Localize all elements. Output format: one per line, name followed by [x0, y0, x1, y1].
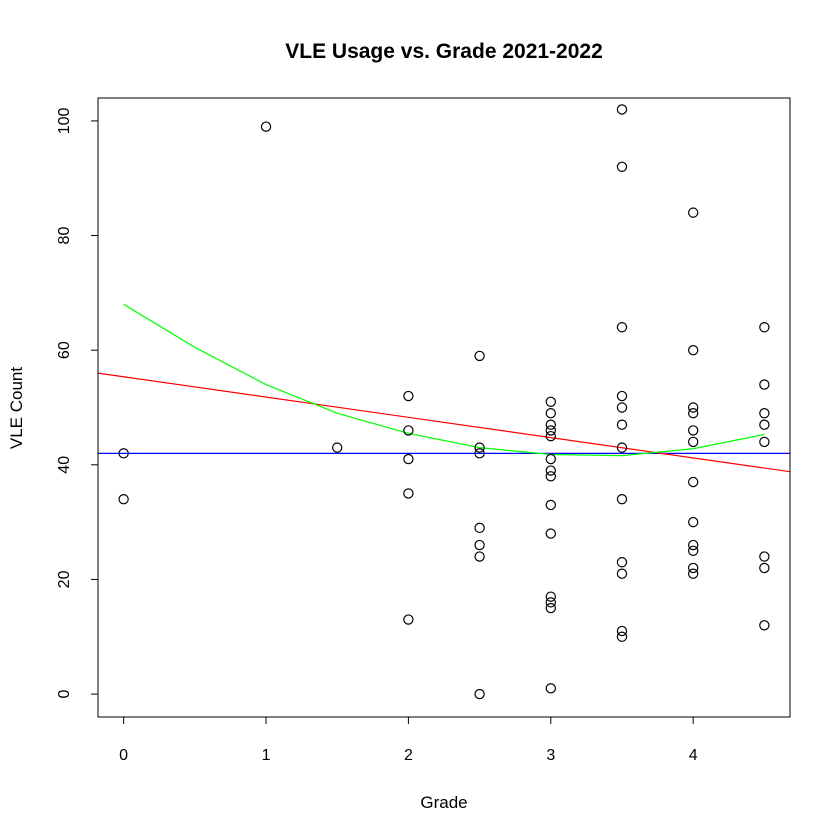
data-point [687, 425, 699, 436]
data-point [545, 453, 556, 465]
data-point [616, 322, 628, 333]
data-point [687, 408, 699, 419]
data-point [545, 396, 556, 407]
data-point [759, 562, 770, 574]
data-point [545, 408, 556, 419]
data-point [616, 419, 628, 430]
x-tick-label: 2 [404, 747, 413, 764]
data-point [687, 539, 699, 551]
data-point [616, 402, 628, 413]
data-point [545, 499, 556, 511]
data-point [474, 448, 485, 459]
data-point [616, 631, 628, 642]
data-point [403, 453, 414, 465]
data-point [545, 419, 556, 430]
y-tick-label: 20 [56, 570, 73, 588]
plot-layer [97, 104, 791, 700]
data-point [616, 625, 628, 637]
data-point [759, 379, 770, 390]
data-point [545, 430, 556, 442]
y-axis-label: VLE Count [7, 367, 26, 449]
data-point [474, 539, 485, 551]
data-point [403, 614, 414, 625]
data-point [332, 442, 343, 453]
y-tick-label: 80 [56, 227, 73, 245]
series-line-2 [97, 372, 791, 473]
data-point [759, 436, 770, 448]
data-point [687, 344, 699, 356]
x-tick-label: 3 [546, 747, 555, 764]
y-tick-label: 60 [56, 341, 73, 359]
data-point [616, 104, 628, 115]
data-point [545, 602, 556, 614]
data-point [260, 121, 272, 132]
data-point [616, 390, 628, 402]
data-point [474, 350, 485, 362]
x-axis-label: Grade [420, 793, 467, 812]
chart-title: VLE Usage vs. Grade 2021-2022 [285, 40, 603, 63]
data-point [545, 528, 556, 539]
data-point [687, 207, 699, 218]
data-point [545, 465, 556, 476]
data-point [687, 545, 699, 556]
data-point [759, 419, 770, 430]
data-point [616, 161, 628, 172]
data-point [759, 408, 770, 419]
y-tick-label: 40 [56, 456, 73, 474]
data-point [403, 390, 414, 402]
data-point [687, 562, 699, 574]
data-point [545, 591, 556, 602]
data-point [403, 425, 414, 436]
data-point [687, 568, 699, 579]
data-point [118, 494, 129, 505]
data-point [474, 522, 485, 534]
data-point [545, 597, 556, 608]
x-axis: 0 1 2 3 4 [119, 716, 698, 764]
data-point [474, 551, 485, 562]
x-tick-label: 0 [119, 747, 128, 764]
data-point [687, 436, 699, 448]
plot-frame [97, 97, 791, 718]
data-point [687, 476, 699, 488]
data-point [616, 557, 628, 568]
y-tick-label: 0 [56, 690, 73, 699]
data-point [759, 620, 770, 631]
data-point [474, 688, 485, 700]
data-point [616, 494, 628, 505]
data-point [759, 551, 770, 562]
data-point [616, 568, 628, 579]
data-point [616, 442, 628, 453]
data-point [759, 322, 770, 333]
data-point [687, 516, 699, 528]
x-tick-label: 4 [689, 747, 698, 764]
data-point [545, 471, 556, 482]
data-point [687, 402, 699, 413]
data-point [403, 488, 414, 499]
data-point [118, 448, 129, 459]
x-tick-label: 1 [262, 747, 271, 764]
data-point [545, 425, 556, 436]
series-line-3 [123, 303, 765, 457]
y-axis: 0 20 40 60 80 100 [56, 107, 99, 699]
data-point [545, 683, 556, 694]
y-tick-label: 100 [56, 107, 73, 134]
data-point [474, 442, 485, 453]
